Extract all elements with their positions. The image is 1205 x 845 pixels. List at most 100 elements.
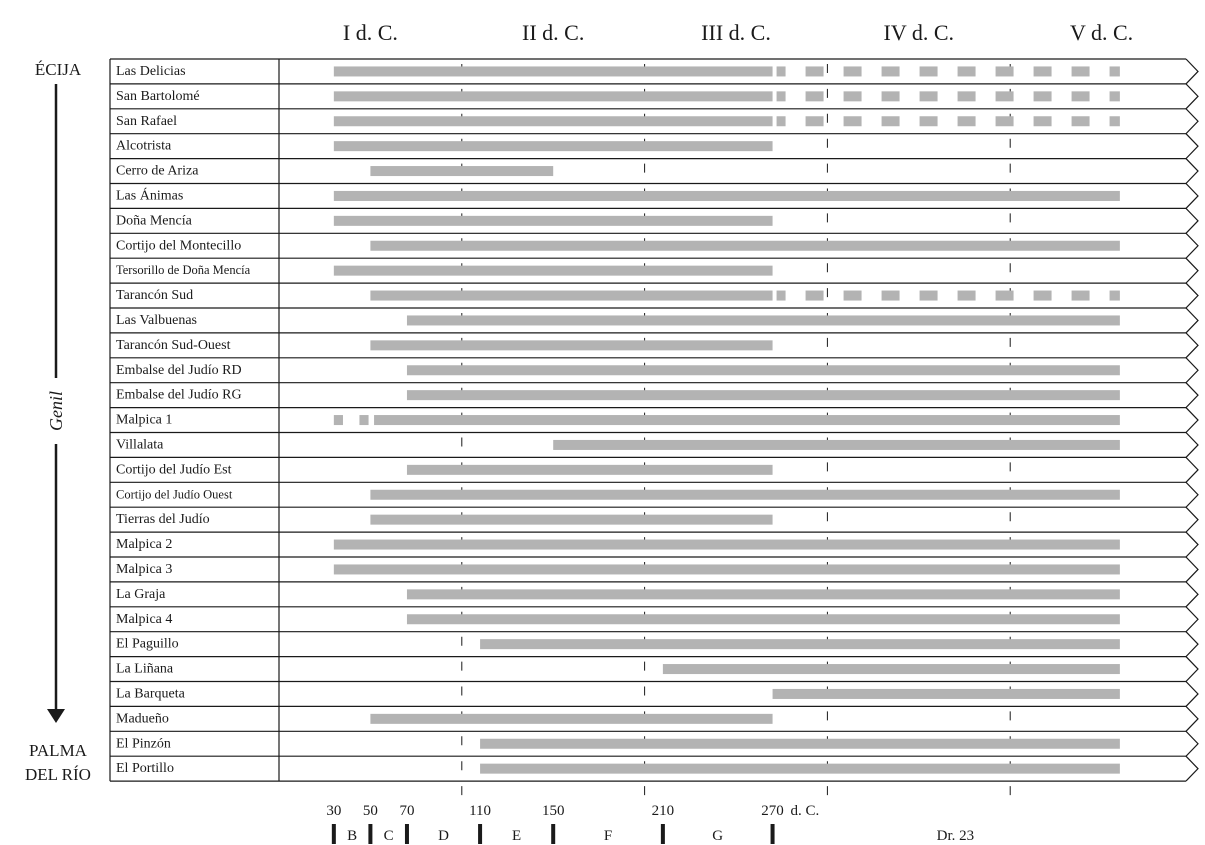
century-label: III d. C. (701, 20, 771, 45)
site-row: Alcotrista (116, 139, 773, 154)
site-name: Las Ánimas (116, 187, 183, 204)
site-name: Malpica 1 (116, 413, 172, 428)
site-row: Tarancón Sud-Ouest (116, 338, 773, 353)
site-row: Cerro de Ariza (116, 164, 554, 179)
site-name: Tierras del Judío (116, 512, 210, 527)
uncertain-occupation-segment (1109, 116, 1120, 127)
uncertain-occupation-segment (957, 66, 976, 77)
occupation-bar (333, 415, 343, 426)
site-row: Las Ánimas (116, 187, 1120, 204)
uncertain-occupation-segment (776, 66, 786, 77)
occupation-bar (406, 589, 1120, 600)
occupation-bar (480, 639, 1120, 650)
uncertain-occupation-segment (1033, 66, 1052, 77)
uncertain-occupation-segment (995, 116, 1014, 127)
table-frame (109, 58, 1199, 782)
site-row: San Rafael (116, 114, 1120, 129)
site-row: El Paguillo (116, 637, 1120, 652)
site-name: La Liñana (116, 662, 174, 677)
phase-label: C (384, 828, 394, 844)
uncertain-occupation-segment (881, 91, 900, 102)
site-row: Las Delicias (116, 64, 1120, 79)
occupation-bar (772, 688, 1120, 699)
phase-label: B (347, 828, 357, 844)
site-row: La Liñana (116, 662, 1120, 677)
uncertain-occupation-segment (957, 91, 976, 102)
phase-boundary-mark (551, 824, 556, 844)
uncertain-occupation-segment (957, 116, 976, 127)
site-name: Doña Mencía (116, 213, 193, 228)
site-name: Malpica 4 (116, 612, 172, 627)
century-headers: I d. C. II d. C. III d. C. IV d. C. V d. C. (343, 20, 1133, 45)
uncertain-occupation-segment (995, 290, 1014, 301)
site-row: Cortijo del Montecillo (116, 238, 1120, 253)
site-row: Malpica 4 (116, 612, 1120, 627)
site-name: La Graja (116, 587, 166, 602)
occupation-bar (374, 415, 1120, 426)
occupation-bar (662, 664, 1120, 675)
x-axis-suffix: d. C. (791, 803, 820, 819)
occupation-bar (370, 514, 773, 525)
uncertain-occupation-segment (843, 116, 862, 127)
site-name: San Rafael (116, 114, 177, 129)
occupation-bar (359, 415, 369, 426)
occupation-bar (370, 489, 1120, 500)
site-row: Embalse del Judío RG (116, 388, 1120, 403)
x-tick-label: 70 (399, 803, 414, 819)
phase-label: G (712, 828, 723, 844)
phase-label: E (512, 828, 521, 844)
uncertain-occupation-segment (1033, 290, 1052, 301)
uncertain-occupation-segment (776, 91, 786, 102)
phase-label: Dr. 23 (937, 828, 975, 844)
occupation-bar (333, 66, 773, 77)
uncertain-occupation-segment (776, 290, 786, 301)
site-name: Embalse del Judío RD (116, 363, 242, 378)
century-label: V d. C. (1070, 20, 1133, 45)
destination-label-line2: DEL RÍO (25, 765, 91, 784)
x-tick-label: 210 (652, 803, 675, 819)
site-row: La Graja (116, 587, 1120, 602)
occupation-bar (370, 340, 773, 351)
phase-boundary-mark (331, 824, 336, 844)
occupation-bar (370, 713, 773, 724)
river-label-background (41, 378, 71, 444)
occupation-bar (333, 539, 1120, 550)
site-row: Embalse del Judío RD (116, 363, 1120, 378)
x-tick-label: 110 (469, 803, 491, 819)
site-name: Villalata (116, 438, 164, 453)
site-row: Madueño (116, 711, 773, 726)
occupation-bar (406, 365, 1120, 376)
site-name: Cortijo del Montecillo (116, 238, 241, 253)
site-name: El Pinzón (116, 736, 171, 751)
uncertain-occupation-segment (1071, 116, 1090, 127)
phase-boundary-mark (368, 824, 373, 844)
century-label: I d. C. (343, 20, 398, 45)
site-name: Tarancón Sud-Ouest (116, 338, 231, 353)
uncertain-occupation-segment (1071, 66, 1090, 77)
uncertain-occupation-segment (805, 66, 824, 77)
x-tick-label: 30 (326, 803, 341, 819)
site-row: Villalata (116, 438, 1120, 453)
uncertain-occupation-segment (776, 116, 786, 127)
uncertain-occupation-segment (843, 66, 862, 77)
site-name: Cerro de Ariza (116, 164, 199, 179)
site-row: San Bartolomé (116, 89, 1120, 104)
site-name: Las Valbuenas (116, 313, 197, 328)
uncertain-occupation-segment (881, 290, 900, 301)
site-row: El Pinzón (116, 736, 1120, 751)
site-name: La Barqueta (116, 687, 186, 702)
phase-boundary-mark (770, 824, 775, 844)
uncertain-occupation-segment (1033, 116, 1052, 127)
occupation-bar (553, 439, 1120, 450)
site-name: Malpica 2 (116, 537, 172, 552)
uncertain-occupation-segment (919, 116, 938, 127)
uncertain-occupation-segment (1109, 91, 1120, 102)
occupation-bar (333, 215, 773, 226)
occupation-bar (406, 315, 1120, 326)
site-name: Cortijo del Judío Ouest (116, 487, 233, 501)
uncertain-occupation-segment (957, 290, 976, 301)
phase-label: F (604, 828, 612, 844)
site-row: Tersorillo de Doña Mencía (116, 263, 773, 277)
uncertain-occupation-segment (881, 116, 900, 127)
site-name: San Bartolomé (116, 89, 200, 104)
